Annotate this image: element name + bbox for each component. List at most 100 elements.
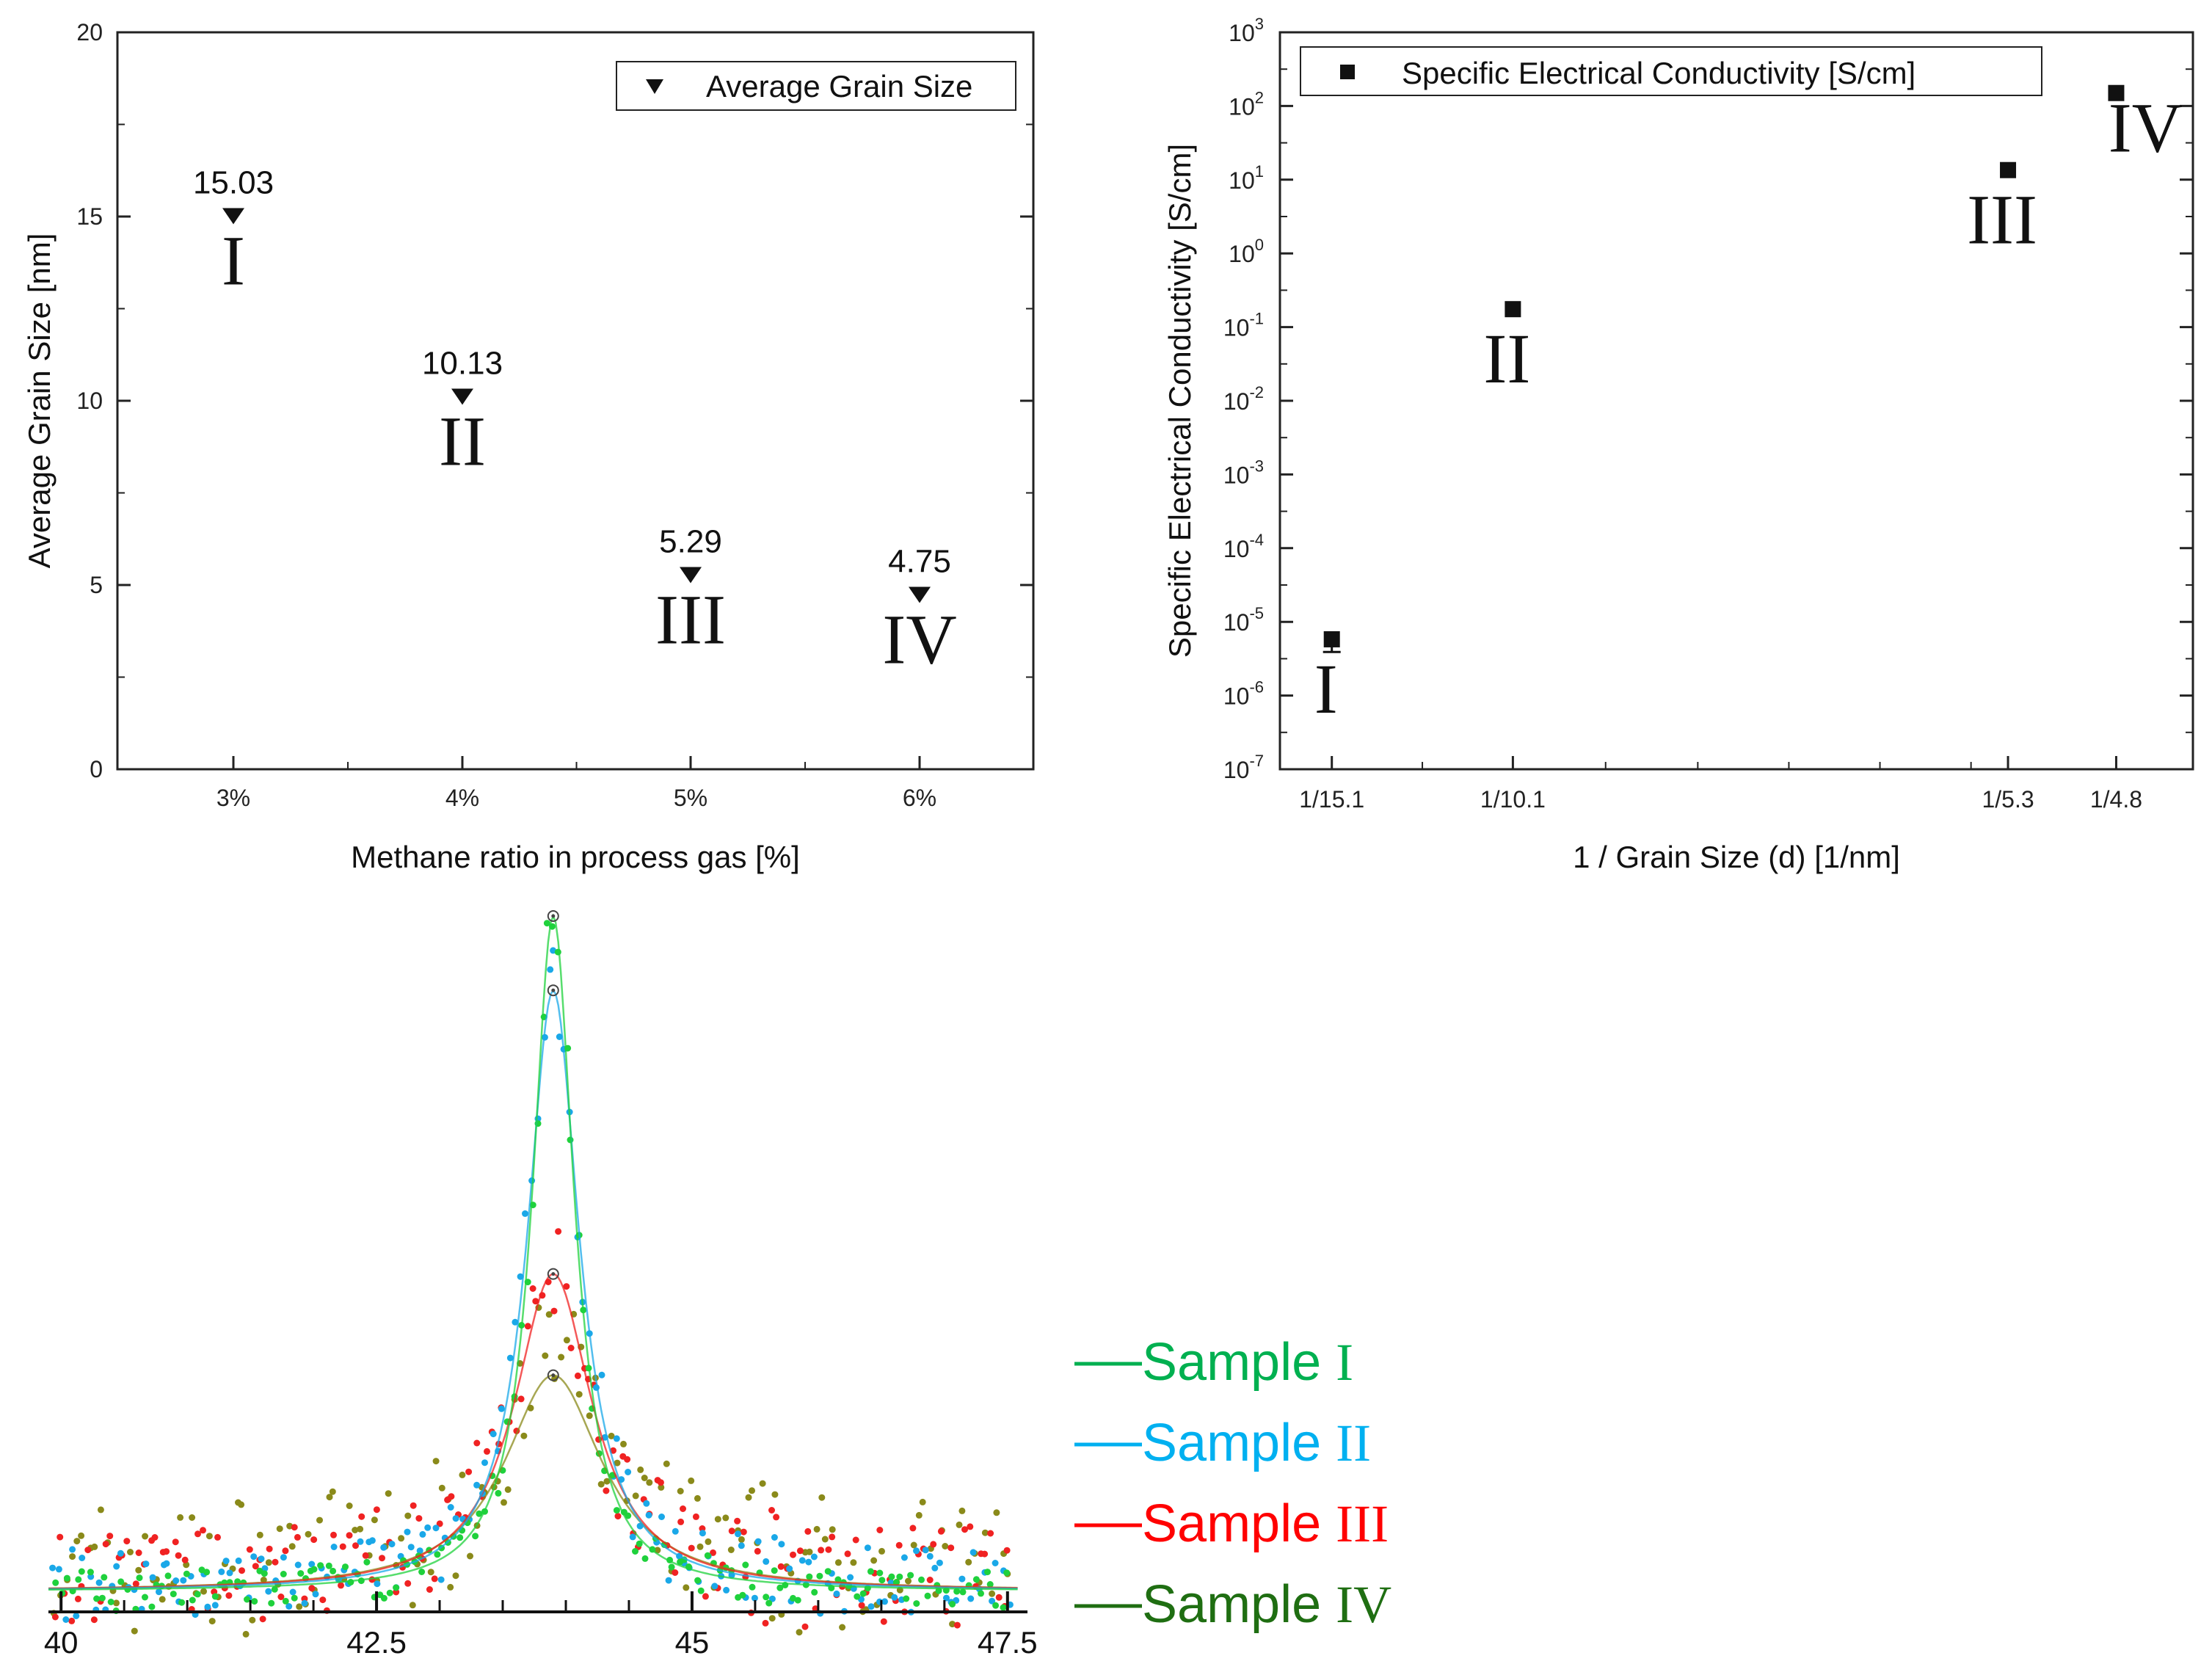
xrd-data-dot bbox=[136, 1574, 143, 1582]
xrd-data-dot bbox=[291, 1594, 298, 1602]
xrd-data-dot bbox=[504, 1486, 512, 1493]
xrd-data-dot bbox=[847, 1574, 854, 1581]
xrd-data-dot bbox=[498, 1405, 505, 1412]
xrd-data-dot bbox=[164, 1572, 172, 1580]
xrd-data-dot bbox=[895, 1541, 903, 1549]
xrd-data-dot bbox=[379, 1555, 385, 1562]
xrd-data-dot bbox=[763, 1558, 770, 1565]
xrd-data-dot bbox=[501, 1499, 507, 1506]
xrd-data-dot bbox=[452, 1572, 459, 1580]
xrd-data-dot bbox=[680, 1505, 686, 1512]
xrd-data-dot bbox=[418, 1569, 426, 1575]
xrd-data-dot bbox=[235, 1557, 242, 1564]
xrd-data-dot bbox=[710, 1549, 716, 1556]
xrd-data-dot bbox=[805, 1558, 812, 1566]
xrd-data-dot bbox=[386, 1589, 393, 1596]
xrd-data-dot bbox=[426, 1586, 433, 1593]
xrd-data-dot bbox=[490, 1431, 497, 1438]
xrd-data-dot bbox=[374, 1580, 381, 1588]
xrd-data-dot bbox=[844, 1550, 851, 1558]
xrd-data-dot bbox=[672, 1527, 679, 1535]
xrd-data-dot bbox=[517, 1395, 525, 1403]
xrd-x-tick-label: 40 bbox=[44, 1625, 79, 1660]
xrd-data-dot bbox=[603, 1487, 610, 1494]
xrd-data-dot bbox=[107, 1599, 114, 1605]
xrd-data-dot bbox=[282, 1597, 289, 1605]
xrd-data-dot bbox=[183, 1570, 190, 1577]
xrd-data-dot bbox=[84, 1547, 92, 1554]
xrd-data-dot bbox=[641, 1555, 649, 1562]
xrd-data-dot bbox=[297, 1570, 305, 1577]
chart1-sample-annotation: I bbox=[222, 221, 245, 299]
xrd-data-dot bbox=[476, 1510, 483, 1517]
xrd-data-dot bbox=[878, 1577, 886, 1584]
chart2-point bbox=[2000, 161, 2017, 178]
xrd-data-dot bbox=[697, 1587, 705, 1594]
xrd-data-dot bbox=[704, 1552, 711, 1559]
xrd-data-dot bbox=[786, 1565, 793, 1572]
xrd-data-dot bbox=[959, 1588, 967, 1596]
xrd-data-dot bbox=[913, 1547, 920, 1555]
xrd-data-dot bbox=[554, 948, 561, 956]
chart1-y-tick-label: 20 bbox=[76, 19, 103, 46]
xrd-data-dot bbox=[473, 1481, 481, 1489]
xrd-data-dot bbox=[677, 1488, 684, 1494]
xrd-data-dot bbox=[777, 1563, 785, 1570]
xrd-data-dot bbox=[556, 1033, 563, 1040]
xrd-data-dot bbox=[989, 1597, 996, 1605]
xrd-data-dot bbox=[78, 1532, 85, 1539]
xrd-data-dot bbox=[542, 1352, 549, 1359]
xrd-data-dot bbox=[796, 1629, 803, 1636]
conductivity-chart: 10-7 10-6 10-5 10-4 10-3 10-2 10-1 100 101 102 103… bbox=[1163, 15, 2194, 874]
xrd-scatter-dots bbox=[49, 920, 1014, 1638]
xrd-data-dot bbox=[995, 1594, 1003, 1601]
xrd-data-dot bbox=[294, 1533, 301, 1541]
xrd-data-dot bbox=[818, 1494, 826, 1501]
xrd-data-dot bbox=[949, 1601, 956, 1607]
xrd-data-dot bbox=[301, 1599, 308, 1607]
xrd-data-dot bbox=[699, 1530, 706, 1537]
xrd-data-dot bbox=[437, 1576, 445, 1583]
xrd-data-dot bbox=[156, 1588, 162, 1596]
xrd-data-dot bbox=[330, 1531, 337, 1538]
xrd-data-dot bbox=[978, 1590, 984, 1597]
xrd-data-dot bbox=[692, 1513, 699, 1520]
xrd-data-dot bbox=[796, 1547, 804, 1555]
xrd-data-dot bbox=[68, 1617, 76, 1624]
xrd-data-dot bbox=[759, 1480, 766, 1487]
xrd-data-dot bbox=[432, 1458, 440, 1465]
xrd-data-dot bbox=[447, 1504, 454, 1511]
xrd-data-dot bbox=[211, 1593, 219, 1600]
xrd-data-dot bbox=[172, 1538, 179, 1546]
chart1-data-label: 5.29 bbox=[659, 523, 722, 559]
xrd-data-dot bbox=[289, 1588, 296, 1596]
xrd-data-dot bbox=[268, 1599, 275, 1607]
xrd-data-dot bbox=[459, 1471, 466, 1478]
xrd-data-dot bbox=[867, 1603, 875, 1610]
xrd-data-dot bbox=[317, 1562, 324, 1569]
xrd-data-dot bbox=[688, 1544, 695, 1552]
xrd-data-dot bbox=[821, 1536, 829, 1543]
xrd-data-dot bbox=[325, 1562, 332, 1569]
chart1-marks: 15.03 I 10.13 II 5.29 III 4.75 IV bbox=[193, 164, 957, 678]
xrd-peak-marker bbox=[547, 1268, 559, 1280]
xrd-data-dot bbox=[98, 1594, 106, 1602]
xrd-data-dot bbox=[78, 1568, 85, 1575]
xrd-data-dot bbox=[135, 1566, 142, 1574]
xrd-data-dot bbox=[404, 1580, 412, 1587]
xrd-data-dot bbox=[288, 1543, 296, 1550]
chart1-y-ticks: 0 5 10 15 20 bbox=[76, 19, 1033, 782]
xrd-data-dot bbox=[189, 1596, 196, 1604]
xrd-data-dot bbox=[740, 1528, 747, 1536]
chart2-point bbox=[1323, 631, 1340, 647]
chart2-y-tick-label: 10-1 bbox=[1223, 310, 1264, 341]
xrd-data-dot bbox=[839, 1624, 846, 1631]
xrd-x-axis: 40 42.5 45 47.5 bbox=[44, 1591, 1038, 1660]
xrd-data-dot bbox=[467, 1552, 473, 1560]
xrd-data-dot bbox=[859, 1590, 867, 1597]
xrd-data-dot bbox=[722, 1514, 730, 1522]
xrd-data-dot bbox=[677, 1518, 685, 1525]
xrd-data-dot bbox=[371, 1516, 378, 1524]
xrd-data-dot bbox=[625, 1469, 632, 1475]
xrd-data-dot bbox=[415, 1515, 423, 1522]
